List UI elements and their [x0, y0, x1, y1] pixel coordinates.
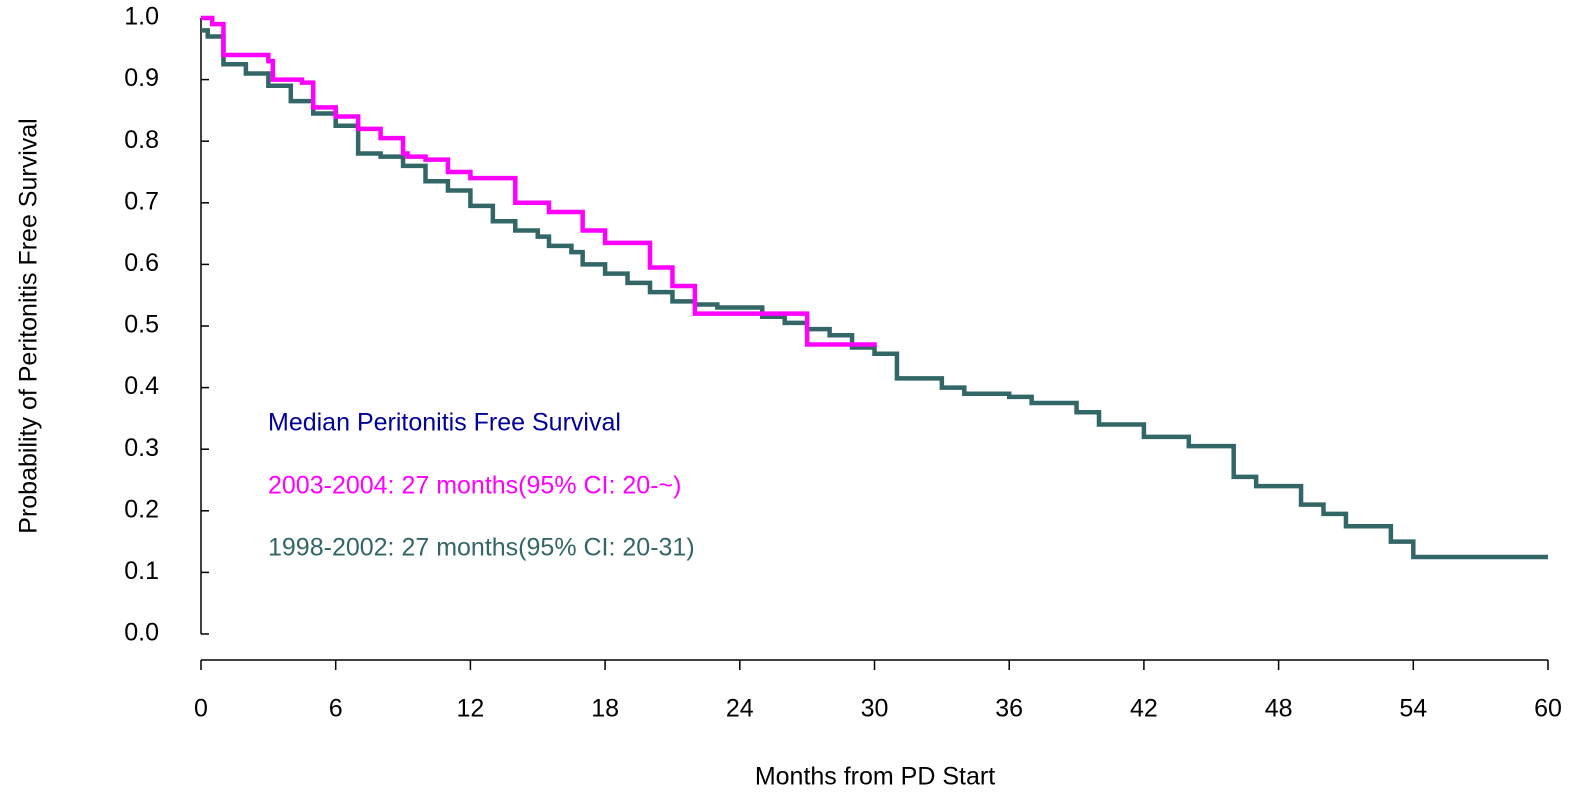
legend-label: 2003-2004: 27 months(95% CI: 20-~): [268, 472, 681, 500]
y-tick-label: 1.0: [124, 3, 159, 31]
y-tick-label: 0.5: [124, 311, 159, 339]
y-tick-label: 0.1: [124, 557, 159, 585]
y-axis-label: Probability of Peritonitis Free Survival: [15, 118, 43, 533]
x-tick-label: 12: [456, 695, 484, 723]
x-tick-label: 54: [1399, 695, 1427, 723]
x-tick-label: 60: [1534, 695, 1562, 723]
x-tick-label: 24: [726, 695, 754, 723]
y-tick-label: 0.9: [124, 64, 159, 92]
y-tick-label: 0.4: [124, 372, 159, 400]
x-tick-label: 30: [861, 695, 889, 723]
annotation: Median Peritonitis Free Survival: [268, 409, 621, 437]
legend-label: 1998-2002: 27 months(95% CI: 20-31): [268, 534, 695, 562]
x-tick-label: 48: [1265, 695, 1293, 723]
y-tick-label: 0.6: [124, 249, 159, 277]
x-tick-label: 36: [995, 695, 1023, 723]
y-tick-label: 0.8: [124, 126, 159, 154]
y-tick-label: 0.0: [124, 619, 159, 647]
y-tick-label: 0.3: [124, 434, 159, 462]
x-tick-label: 42: [1130, 695, 1158, 723]
y-tick-label: 0.7: [124, 187, 159, 215]
x-tick-label: 0: [194, 695, 208, 723]
x-axis-label: Months from PD Start: [755, 763, 995, 791]
x-tick-label: 6: [329, 695, 343, 723]
x-tick-label: 18: [591, 695, 619, 723]
survival-curve: [201, 15, 877, 347]
y-tick-label: 0.2: [124, 495, 159, 523]
